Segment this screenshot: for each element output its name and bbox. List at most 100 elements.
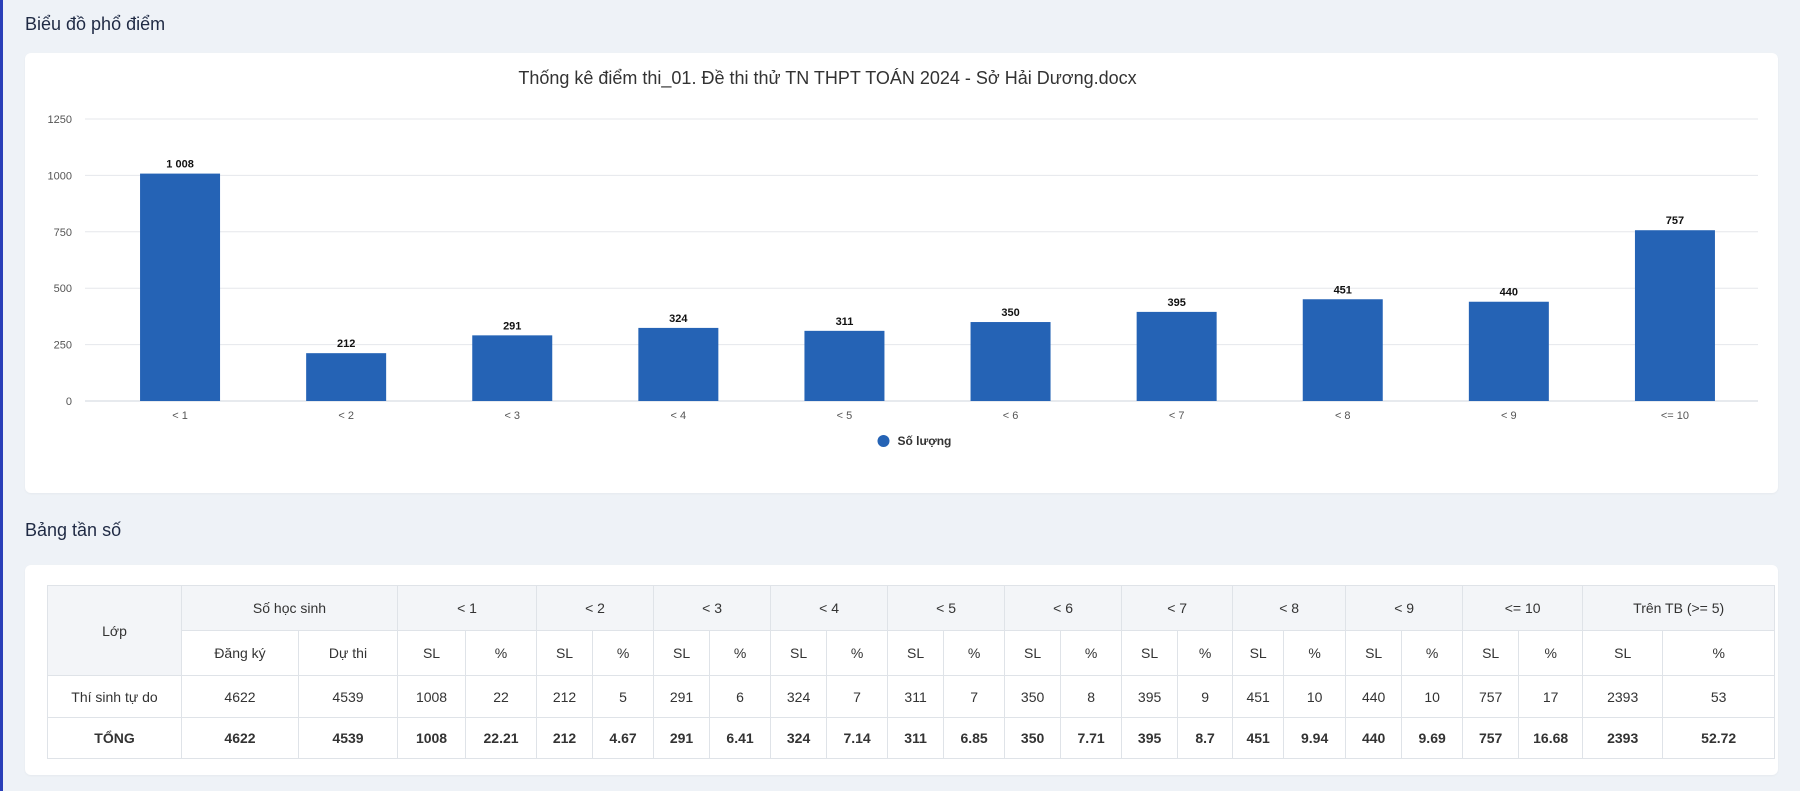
bar	[1136, 311, 1217, 401]
table-card: Lớp Số học sinh < 1 < 2 < 3 < 4 < 5 < 6 < 7 < 8 < …	[25, 565, 1778, 775]
table-cell: 2393	[1582, 717, 1664, 759]
table-subheader-cell: %	[1401, 630, 1464, 676]
bar	[638, 327, 719, 401]
table-cell: 2393	[1582, 675, 1664, 718]
bar	[1634, 230, 1715, 401]
chart-section-title: Biểu đồ phổ điểm	[25, 14, 166, 34]
table-cell: 4539	[297, 717, 399, 759]
table-cell: 5	[592, 675, 655, 718]
table-cell: 311	[887, 675, 945, 718]
table-cell: 6.85	[943, 717, 1006, 759]
table-cell: 22	[465, 675, 538, 718]
x-tick-label: <= 10	[1661, 410, 1689, 422]
table-subheader-cell: SL	[887, 630, 945, 676]
table-cell: 311	[887, 717, 945, 759]
table-cell: 10	[1401, 675, 1464, 718]
chart-title: Thống kê điểm thi_01. Đề thi thử TN THPT…	[518, 68, 1136, 89]
table-cell: 324	[770, 675, 828, 718]
table-cell: Thí sinh tự do	[47, 675, 182, 718]
table-total-row: TỔNG 4622 4539 1008 22.21 212 4.67 291 6.41 324 7.…	[47, 717, 1776, 759]
table-cell: 291	[653, 675, 711, 718]
bar-value-label: 440	[1500, 287, 1518, 299]
y-tick-label: 1250	[48, 114, 72, 126]
table-subheader-cell: SL	[770, 630, 828, 676]
table-cell: 4539	[297, 675, 399, 718]
table-header-cell: < 1	[397, 585, 538, 631]
table-subheader-cell: SL	[1004, 630, 1062, 676]
legend-marker	[877, 435, 890, 447]
table-subheader-cell: %	[709, 630, 772, 676]
y-tick-label: 500	[54, 283, 72, 295]
table-header-cell: < 6	[1004, 585, 1123, 631]
bar-value-label: 757	[1666, 215, 1684, 227]
y-tick-label: 750	[54, 227, 72, 239]
table-subheader-cell: SL	[1582, 630, 1664, 676]
table-header-cell: < 7	[1121, 585, 1234, 631]
x-tick-label: < 1	[172, 410, 188, 422]
table-cell: 440	[1345, 675, 1403, 718]
table-cell: 324	[770, 717, 828, 759]
table-cell: 395	[1121, 675, 1179, 718]
table-cell: 1008	[397, 675, 467, 718]
table-subheader-cell: %	[826, 630, 889, 676]
score-distribution-chart: Thống kê điểm thi_01. Đề thi thử TN THPT…	[48, 68, 1758, 448]
y-tick-label: 1000	[48, 170, 72, 182]
y-tick-label: 250	[54, 340, 72, 352]
table-cell: 52.72	[1662, 717, 1776, 759]
table-cell: 9.69	[1401, 717, 1464, 759]
bar-value-label: 395	[1167, 297, 1185, 309]
bar	[804, 330, 885, 401]
table-cell: 7	[826, 675, 889, 718]
x-tick-label: < 8	[1335, 410, 1351, 422]
table-cell: 9	[1177, 675, 1234, 718]
table-header-cell: < 9	[1345, 585, 1464, 631]
table-cell: 6.41	[709, 717, 772, 759]
y-tick-label: 0	[66, 396, 72, 408]
bar	[1468, 301, 1549, 401]
table-subheader-cell: SL	[1345, 630, 1403, 676]
table-subheader-cell: %	[1283, 630, 1347, 676]
bar-value-label: 350	[1001, 307, 1019, 319]
table-cell: 22.21	[465, 717, 538, 759]
chart-card: Thống kê điểm thi_01. Đề thi thử TN THPT…	[25, 53, 1778, 493]
table-cell: 10	[1283, 675, 1347, 718]
table-header-cell: Trên TB (>= 5)	[1582, 585, 1776, 631]
table-header-row: Lớp Số học sinh < 1 < 2 < 3 < 4 < 5 < 6 < 7 < 8 < …	[47, 585, 1776, 676]
table-cell: 8.7	[1177, 717, 1234, 759]
table-subheader-cell: %	[943, 630, 1006, 676]
table-subheader-row: Đăng ký Dự thi SL% SL% SL% SL% SL% SL% SL% SL% SL%…	[48, 630, 1776, 676]
bar-value-label: 324	[669, 313, 688, 325]
bar	[1302, 299, 1383, 401]
table-cell: 757	[1462, 717, 1520, 759]
table-header-cell: Lớp	[47, 585, 182, 676]
x-tick-label: < 9	[1501, 410, 1517, 422]
table-cell: 7	[943, 675, 1006, 718]
table-subheader-cell: SL	[536, 630, 594, 676]
table-cell: 212	[536, 675, 594, 718]
table-subheader-cell: %	[465, 630, 538, 676]
bar	[140, 173, 221, 401]
table-cell: 7.14	[826, 717, 889, 759]
table-subheader-cell: %	[1060, 630, 1123, 676]
table-subheader-cell: SL	[397, 630, 467, 676]
table-cell: 451	[1232, 675, 1285, 718]
table-cell: 17	[1518, 675, 1584, 718]
table-cell: 395	[1121, 717, 1179, 759]
table-header-cell: < 3	[653, 585, 772, 631]
table-cell: 16.68	[1518, 717, 1584, 759]
table-subheader-cell: SL	[653, 630, 711, 676]
table-header-cell: < 4	[770, 585, 889, 631]
table-subheader-cell: Đăng ký	[181, 630, 299, 676]
table-cell: 350	[1004, 675, 1062, 718]
table-subheader-cell: %	[1662, 630, 1776, 676]
legend-label: Số lượng	[898, 434, 952, 448]
bar-value-label: 311	[836, 316, 854, 328]
table-row: Thí sinh tự do 4622 4539 1008 22 212 5 291 6 324 7…	[47, 675, 1776, 718]
table-subheader-cell: SL	[1462, 630, 1520, 676]
table-header-cell: < 2	[536, 585, 655, 631]
x-tick-label: < 4	[671, 410, 687, 422]
table-subheader-cell: %	[1518, 630, 1584, 676]
table-cell: 350	[1004, 717, 1062, 759]
table-cell: 7.71	[1060, 717, 1123, 759]
table-cell: 4622	[181, 675, 299, 718]
